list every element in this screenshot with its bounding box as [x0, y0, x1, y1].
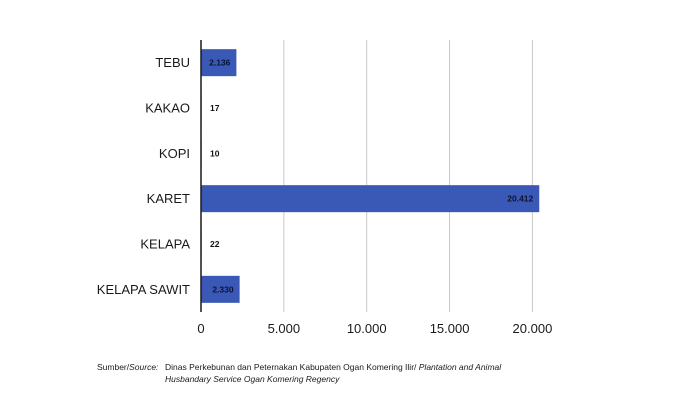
- source-text: Dinas Perkebunan dan Peternakan Kabupate…: [165, 362, 502, 384]
- x-tick-label: 0: [197, 321, 204, 336]
- x-tick-label: 20.000: [513, 321, 553, 336]
- data-label: 20.412: [507, 194, 533, 204]
- bar: [201, 275, 240, 303]
- x-tick-label: 10.000: [347, 321, 387, 336]
- x-tick-label: 5.000: [268, 321, 301, 336]
- bar: [201, 49, 237, 77]
- category-label: TEBU: [155, 55, 190, 70]
- category-label: KELAPA SAWIT: [97, 282, 190, 297]
- data-labels: 2.136 17 10 20.412 22 2.330: [209, 58, 533, 295]
- category-label: KARET: [147, 191, 190, 206]
- x-tick-labels: 0 5.000 10.000 15.000 20.000: [197, 321, 552, 336]
- data-label: 2.330: [212, 284, 234, 294]
- bar: [201, 185, 540, 213]
- gridlines: [283, 40, 533, 312]
- data-label: 2.136: [209, 58, 231, 68]
- category-label: KELAPA: [140, 237, 190, 252]
- source-label: Sumber/Source:: [97, 362, 159, 372]
- category-labels: TEBU KAKAO KOPI KARET KELAPA KELAPA SAWIT: [97, 55, 191, 297]
- bars: [201, 49, 540, 303]
- data-label: 22: [210, 239, 220, 249]
- data-label: 10: [210, 148, 220, 158]
- x-tick-label: 15.000: [430, 321, 470, 336]
- category-label: KAKAO: [145, 101, 190, 116]
- category-label: KOPI: [159, 146, 190, 161]
- data-label: 17: [210, 103, 220, 113]
